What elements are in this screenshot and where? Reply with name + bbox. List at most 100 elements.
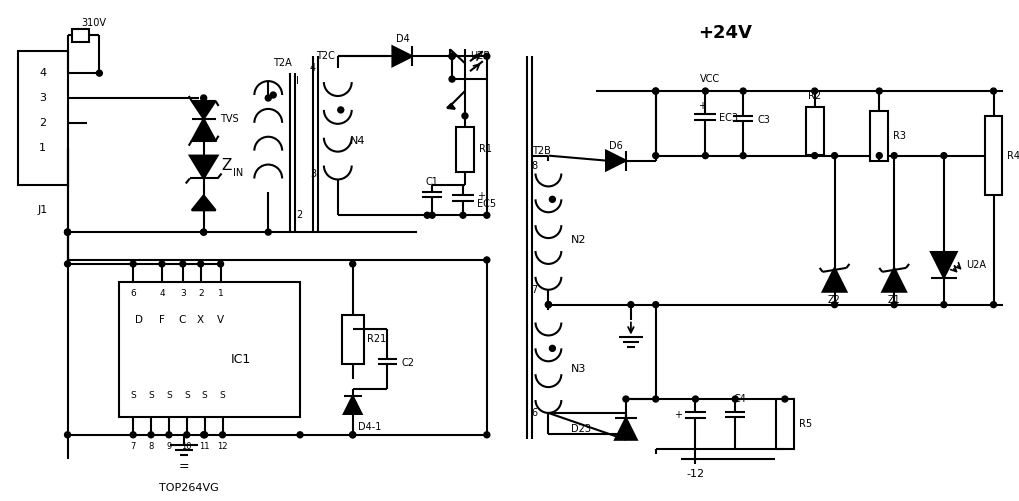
Text: 4: 4 xyxy=(159,289,165,298)
Circle shape xyxy=(159,261,165,267)
Bar xyxy=(71,30,90,43)
Bar xyxy=(18,51,67,185)
Text: C3: C3 xyxy=(757,115,770,125)
Text: +: + xyxy=(698,101,706,111)
Text: R1: R1 xyxy=(479,144,492,154)
Polygon shape xyxy=(606,151,626,170)
Text: R5: R5 xyxy=(799,419,812,429)
Text: 6: 6 xyxy=(532,408,538,418)
Text: D4: D4 xyxy=(395,35,410,45)
Text: T2C: T2C xyxy=(316,51,335,61)
Circle shape xyxy=(64,432,70,438)
Circle shape xyxy=(484,212,490,218)
Polygon shape xyxy=(190,156,218,178)
Text: R2: R2 xyxy=(808,91,821,101)
Circle shape xyxy=(990,88,997,94)
Circle shape xyxy=(545,302,551,308)
Circle shape xyxy=(623,396,629,402)
Circle shape xyxy=(653,396,658,402)
Circle shape xyxy=(64,229,70,235)
Text: +: + xyxy=(674,410,682,420)
Bar xyxy=(984,116,1003,195)
Circle shape xyxy=(270,92,276,98)
Circle shape xyxy=(892,153,897,159)
Text: R3: R3 xyxy=(894,131,906,141)
Circle shape xyxy=(449,53,455,59)
Circle shape xyxy=(183,432,190,438)
Polygon shape xyxy=(343,396,362,414)
Text: F: F xyxy=(159,315,165,325)
Text: TOP264VG: TOP264VG xyxy=(159,483,219,493)
Circle shape xyxy=(549,345,555,351)
Circle shape xyxy=(64,261,70,267)
Circle shape xyxy=(350,261,356,267)
Circle shape xyxy=(130,432,137,438)
Circle shape xyxy=(832,153,838,159)
Text: 11: 11 xyxy=(200,442,210,451)
Circle shape xyxy=(653,302,658,308)
Circle shape xyxy=(782,396,788,402)
Text: D: D xyxy=(136,315,143,325)
Circle shape xyxy=(941,302,947,308)
Bar xyxy=(775,399,794,449)
Text: D23: D23 xyxy=(571,424,591,434)
Text: N2: N2 xyxy=(572,235,587,245)
Text: TVS: TVS xyxy=(219,114,238,124)
Text: 4: 4 xyxy=(39,68,46,78)
Polygon shape xyxy=(615,418,637,440)
Bar xyxy=(341,315,364,364)
Circle shape xyxy=(265,229,271,235)
Circle shape xyxy=(549,196,555,202)
Text: C4: C4 xyxy=(734,394,747,404)
Text: IC1: IC1 xyxy=(230,353,251,366)
Text: U2B: U2B xyxy=(470,51,490,61)
Text: N4: N4 xyxy=(350,136,366,146)
Text: 310V: 310V xyxy=(82,19,106,29)
Text: 2: 2 xyxy=(198,289,204,298)
Text: C2: C2 xyxy=(401,358,415,368)
Circle shape xyxy=(462,113,468,119)
Circle shape xyxy=(545,302,551,308)
Text: 9: 9 xyxy=(166,442,171,451)
Circle shape xyxy=(201,229,207,235)
Circle shape xyxy=(740,88,746,94)
Circle shape xyxy=(812,88,817,94)
Text: Z2: Z2 xyxy=(828,295,841,305)
Circle shape xyxy=(64,229,70,235)
Text: S: S xyxy=(220,391,225,400)
Circle shape xyxy=(693,396,698,402)
Circle shape xyxy=(702,88,708,94)
Polygon shape xyxy=(192,119,216,141)
Text: 8: 8 xyxy=(149,442,154,451)
Circle shape xyxy=(628,302,634,308)
Text: T2A: T2A xyxy=(273,58,292,68)
Polygon shape xyxy=(447,104,455,109)
Circle shape xyxy=(201,95,207,101)
Circle shape xyxy=(350,432,356,438)
Text: I: I xyxy=(297,76,299,86)
Text: C1: C1 xyxy=(426,177,438,187)
Text: 4: 4 xyxy=(310,63,316,73)
Circle shape xyxy=(653,153,658,159)
Text: Z: Z xyxy=(221,158,232,173)
Polygon shape xyxy=(392,46,413,66)
Text: C: C xyxy=(178,315,185,325)
Text: 2: 2 xyxy=(297,210,303,220)
Polygon shape xyxy=(882,268,906,292)
Bar xyxy=(870,111,889,161)
Circle shape xyxy=(892,302,897,308)
Text: V: V xyxy=(217,315,224,325)
Circle shape xyxy=(350,432,356,438)
Circle shape xyxy=(990,302,997,308)
Text: S: S xyxy=(148,391,154,400)
Text: 12: 12 xyxy=(217,442,228,451)
Polygon shape xyxy=(931,252,957,278)
Text: 8: 8 xyxy=(532,160,538,170)
Polygon shape xyxy=(192,101,216,119)
Text: EC3: EC3 xyxy=(719,113,739,123)
Text: 7: 7 xyxy=(532,285,538,295)
Circle shape xyxy=(337,107,343,113)
Text: R4: R4 xyxy=(1008,151,1019,161)
Text: X: X xyxy=(197,315,204,325)
Text: IN: IN xyxy=(233,167,244,177)
